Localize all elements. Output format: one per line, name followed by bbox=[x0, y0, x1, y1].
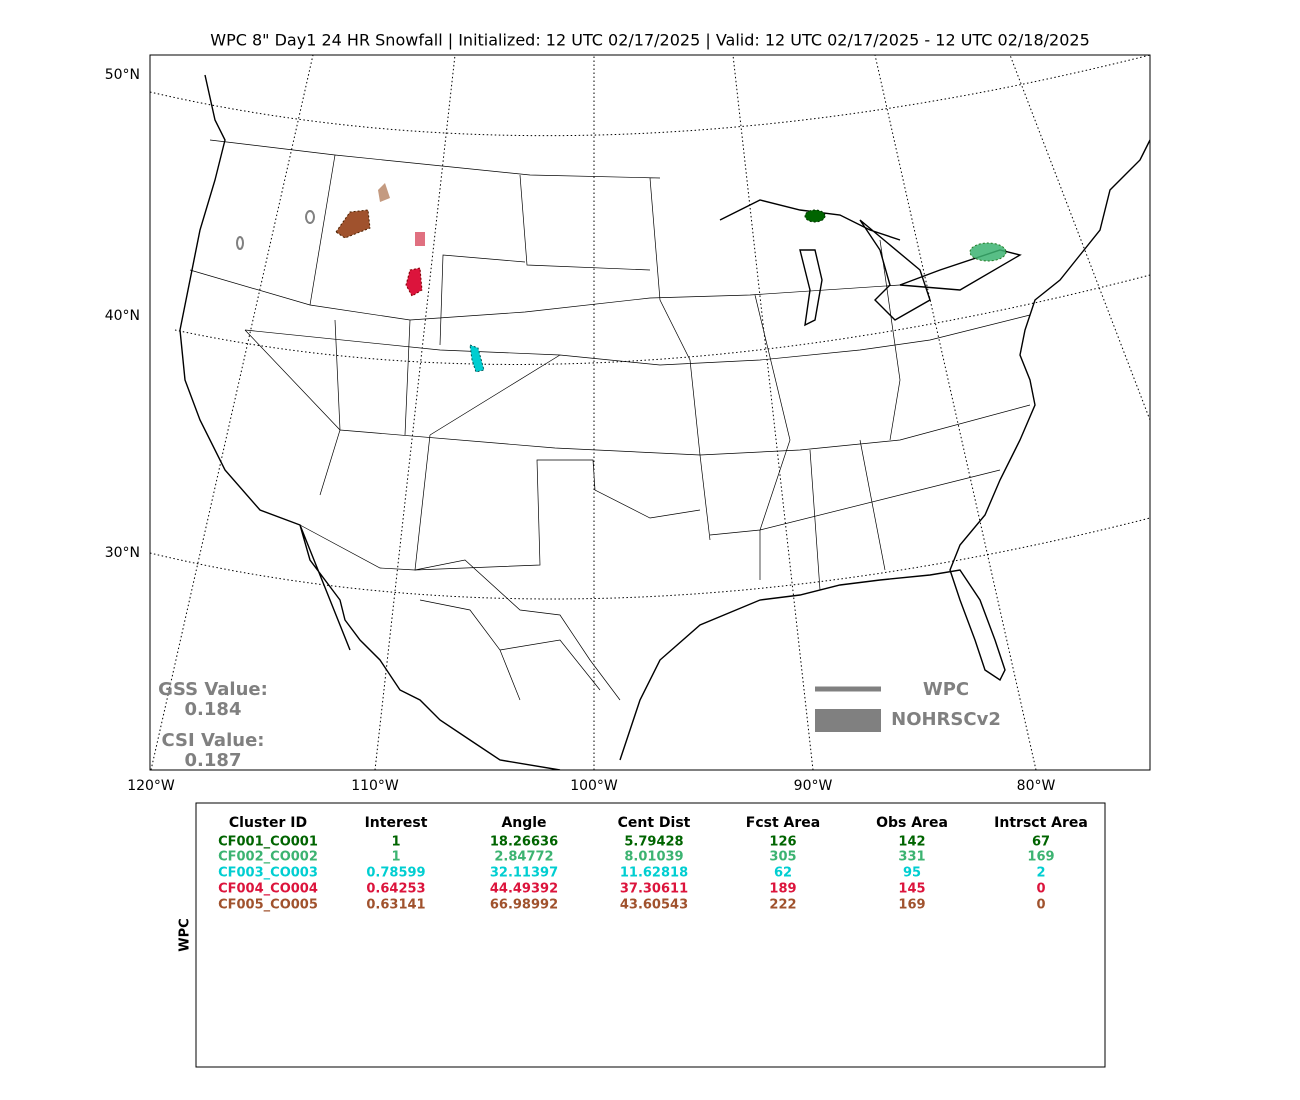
table-cell: 44.49392 bbox=[490, 882, 558, 897]
table-cell: 62 bbox=[774, 866, 792, 881]
cluster-area bbox=[804, 209, 826, 223]
table-cell: 222 bbox=[769, 898, 796, 913]
table-cell: 95 bbox=[903, 866, 921, 881]
table-cell: 32.11397 bbox=[490, 866, 558, 881]
table-cell: 11.62818 bbox=[620, 866, 688, 881]
table-cell: 0 bbox=[1036, 882, 1045, 897]
lat-label: 30°N bbox=[105, 545, 140, 561]
legend-swatch bbox=[815, 709, 881, 732]
table-cell: 169 bbox=[1027, 850, 1054, 865]
table-cell: 37.30611 bbox=[620, 882, 688, 897]
cluster-area bbox=[415, 232, 425, 246]
table-frame bbox=[195, 802, 1106, 1068]
table-cell: 126 bbox=[769, 835, 796, 850]
score-label: CSI Value: bbox=[162, 730, 265, 751]
table-header: Interest bbox=[365, 815, 428, 831]
lon-label: 100°W bbox=[570, 778, 618, 794]
table-cell: 145 bbox=[898, 882, 925, 897]
table-header: Cent Dist bbox=[618, 815, 691, 831]
table-cell: CF004_CO004 bbox=[218, 882, 318, 897]
state-borders bbox=[189, 139, 1031, 591]
table-cell: 43.60543 bbox=[620, 898, 688, 913]
table-cell: 305 bbox=[769, 850, 796, 865]
map: 50°N 40°N 30°N 120°W 110°W 100°W 90°W 80… bbox=[105, 54, 1151, 794]
table-cell: 8.01039 bbox=[624, 850, 683, 865]
table-cell: 18.26636 bbox=[490, 835, 558, 850]
table-header: Obs Area bbox=[876, 815, 948, 831]
great-lakes bbox=[719, 199, 1022, 327]
title: WPC 8" Day1 24 HR Snowfall | Initialized… bbox=[210, 31, 1090, 50]
legend: WPC NOHRSCv2 bbox=[815, 679, 1001, 732]
table-cell: 2 bbox=[1036, 866, 1045, 881]
legend-label: NOHRSCv2 bbox=[891, 709, 1001, 730]
mexico-borders bbox=[299, 524, 621, 701]
snow-areas bbox=[236, 183, 1007, 373]
lat-labels: 50°N 40°N 30°N bbox=[105, 67, 140, 561]
lon-label: 110°W bbox=[351, 778, 399, 794]
table-cell: CF005_CO005 bbox=[218, 898, 318, 913]
meridian bbox=[150, 55, 314, 770]
table-cell: 66.98992 bbox=[490, 898, 558, 913]
table-cell: 189 bbox=[769, 882, 796, 897]
table-cell: 67 bbox=[1032, 835, 1050, 850]
table-cell: 1 bbox=[391, 850, 400, 865]
table-cell: 0.63141 bbox=[366, 898, 425, 913]
lat-label: 50°N bbox=[105, 67, 140, 83]
table-cell: 5.79428 bbox=[624, 835, 683, 850]
meridian bbox=[874, 55, 1037, 770]
table-cell: CF003_CO003 bbox=[218, 866, 318, 881]
table-header: Fcst Area bbox=[746, 815, 820, 831]
scores: GSS Value: 0.184 CSI Value: 0.187 bbox=[158, 679, 268, 771]
table-cell: 331 bbox=[898, 850, 925, 865]
table-cell: 0.78599 bbox=[366, 866, 425, 881]
parallel bbox=[150, 517, 1150, 600]
parallel bbox=[150, 55, 1150, 137]
cluster-area bbox=[335, 209, 371, 239]
coastline bbox=[179, 74, 1150, 770]
table-cell: 1 bbox=[391, 835, 400, 850]
table-side-label: WPC bbox=[178, 918, 193, 951]
lon-label: 90°W bbox=[794, 778, 833, 794]
lon-labels: 120°W 110°W 100°W 90°W 80°W bbox=[127, 778, 1055, 794]
parallel bbox=[174, 274, 1150, 365]
map-frame bbox=[149, 54, 1151, 771]
cluster-area bbox=[969, 242, 1007, 262]
meridian bbox=[732, 55, 814, 770]
score-label: GSS Value: bbox=[158, 679, 268, 700]
table-cell: 0.64253 bbox=[366, 882, 425, 897]
table-header: Angle bbox=[501, 815, 546, 831]
cluster-area bbox=[236, 236, 244, 250]
lon-label: 120°W bbox=[127, 778, 175, 794]
meridian bbox=[1009, 55, 1150, 421]
table: WPC Cluster ID Interest Angle Cent Dist Fcst… bbox=[178, 802, 1106, 1068]
cluster-area bbox=[405, 267, 423, 297]
table-header: Intrsct Area bbox=[994, 815, 1088, 831]
meridian bbox=[374, 55, 456, 770]
table-cell: 169 bbox=[898, 898, 925, 913]
lon-label: 80°W bbox=[1017, 778, 1056, 794]
cluster-area bbox=[469, 344, 485, 373]
table-header: Cluster ID bbox=[229, 815, 307, 831]
table-cell: CF002_CO002 bbox=[218, 850, 318, 865]
cluster-area bbox=[305, 210, 315, 224]
cluster-area bbox=[378, 183, 390, 202]
legend-label: WPC bbox=[923, 679, 969, 700]
table-cell: 142 bbox=[898, 835, 925, 850]
lat-label: 40°N bbox=[105, 308, 140, 324]
table-cell: 2.84772 bbox=[494, 850, 553, 865]
table-cell: 0 bbox=[1036, 898, 1045, 913]
table-cell: CF001_CO001 bbox=[218, 835, 318, 850]
score-value: 0.187 bbox=[185, 750, 242, 771]
score-value: 0.184 bbox=[185, 699, 242, 720]
